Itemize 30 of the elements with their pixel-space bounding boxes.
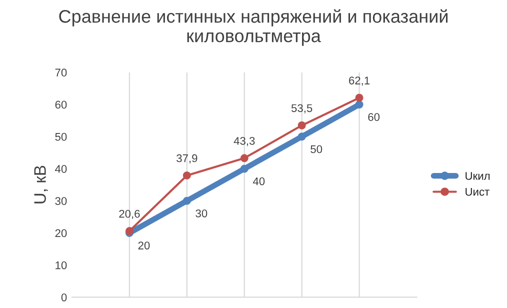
y-tick-label: 60: [55, 100, 67, 109]
y-tick-label: 0: [61, 293, 67, 302]
point: [240, 154, 248, 162]
y-axis-title: U, кВ: [34, 166, 48, 204]
point: [355, 100, 364, 108]
chart-title: Сравнение истинных напряжений и показаний киловольтметра: [59, 9, 448, 46]
y-tick-label: 40: [55, 165, 67, 173]
data-label: 62,1: [349, 76, 370, 86]
point: [298, 121, 306, 130]
data-label: 43,3: [234, 136, 255, 146]
data-label: 50: [310, 145, 322, 154]
data-label: 30: [196, 209, 208, 218]
data-label: 20,6: [119, 210, 140, 220]
y-tick-label: 70: [55, 68, 67, 77]
legend-label: Uкил: [466, 172, 490, 180]
y-tick-label: 30: [55, 197, 67, 205]
point: [355, 94, 364, 102]
point: [298, 132, 306, 141]
point: [240, 164, 248, 173]
data-label: 53,5: [291, 104, 312, 114]
data-label: 60: [368, 113, 380, 121]
point: [182, 171, 191, 180]
data-label: 37,9: [176, 154, 198, 164]
legend-label: Uист: [466, 188, 490, 196]
point: [182, 196, 191, 205]
y-tick-label: 10: [56, 261, 67, 270]
y-tick-label: 20: [55, 229, 67, 238]
y-tick-label: 50: [55, 132, 67, 141]
data-label: 40: [252, 177, 265, 186]
data-label: 20: [138, 242, 150, 250]
